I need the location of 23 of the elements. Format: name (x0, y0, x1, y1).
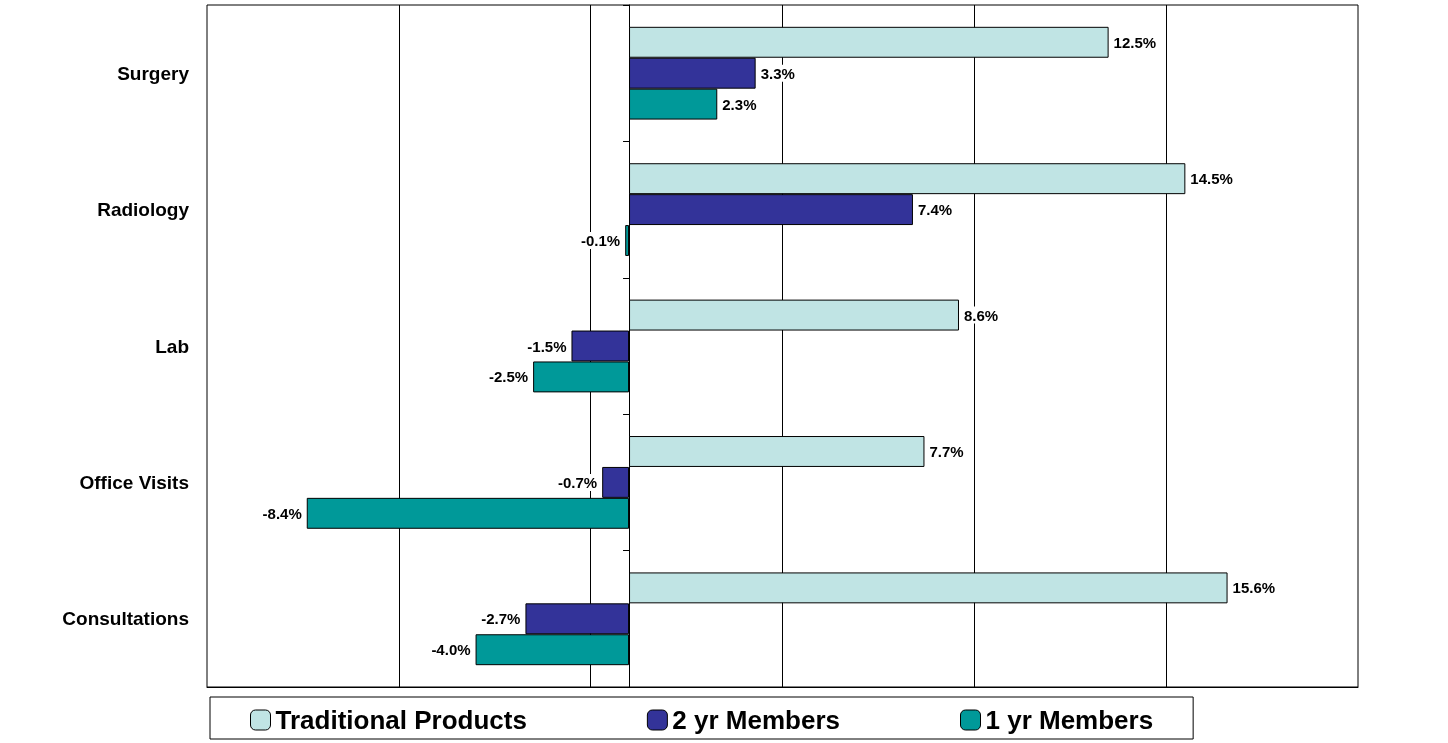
data-label: -8.4% (262, 504, 302, 522)
data-label: -4.0% (431, 641, 471, 659)
data-label: 15.6% (1232, 579, 1276, 597)
data-label: 2.3% (722, 95, 757, 113)
y-tick-label: Lab (155, 335, 189, 357)
y-tick-label: Radiology (97, 199, 190, 221)
data-label: 7.4% (917, 201, 953, 219)
data-label: 7.7% (929, 442, 964, 460)
data-label: -0.7% (557, 473, 598, 491)
legend-label: Traditional Products (275, 705, 527, 735)
y-tick-label: Office Visits (79, 471, 189, 493)
data-label: 14.5% (1190, 170, 1233, 188)
y-tick-label: Surgery (117, 62, 190, 84)
data-label: 8.6% (963, 306, 999, 324)
data-label: 3.3% (760, 64, 795, 82)
legend-label: 1 yr Members (985, 705, 1154, 735)
legend-label: 2 yr Members (672, 705, 841, 735)
data-label: -0.1% (581, 232, 621, 250)
y-tick-label: Consultations (62, 608, 189, 630)
data-label: -1.5% (527, 337, 567, 355)
data-label: 12.5% (1113, 33, 1157, 51)
data-label: -2.7% (481, 610, 521, 628)
data-label: -2.5% (488, 368, 529, 386)
